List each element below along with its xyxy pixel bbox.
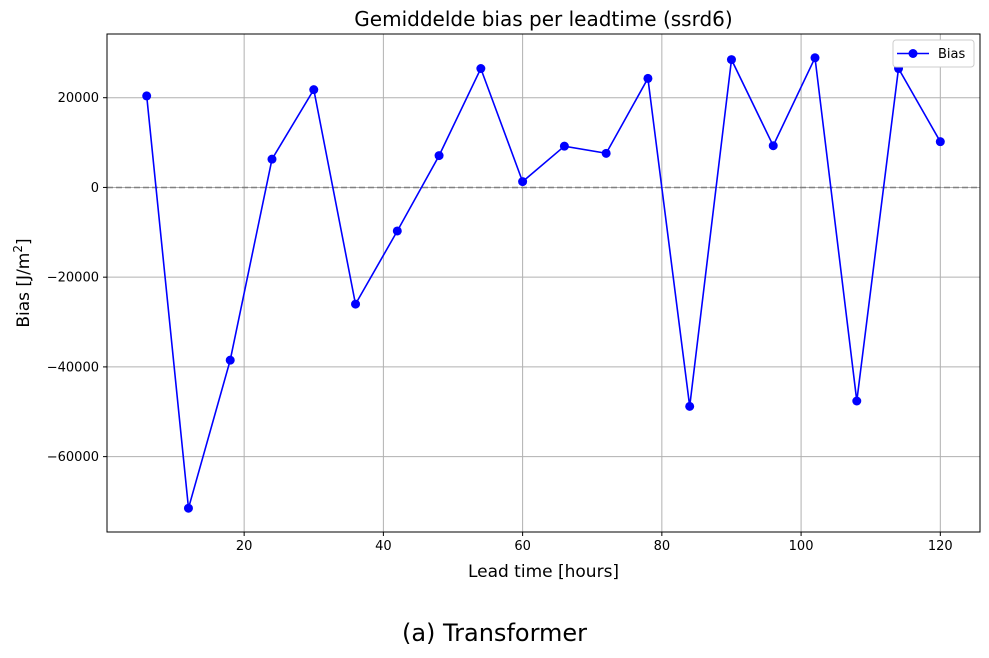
data-point — [351, 299, 361, 309]
data-point — [476, 64, 486, 74]
series-bias — [142, 53, 945, 513]
x-tick-label: 20 — [236, 539, 253, 554]
data-point — [685, 401, 695, 411]
x-grid — [243, 34, 941, 532]
data-point — [643, 73, 653, 83]
y-tick-labels: −60000 −40000 −20000 0 20000 — [47, 91, 107, 465]
legend-marker-icon — [908, 49, 918, 58]
y-tick-label: −20000 — [47, 271, 99, 286]
y-tick-label: −60000 — [47, 450, 99, 465]
x-tick-label: 100 — [789, 539, 814, 554]
data-point — [852, 396, 862, 406]
y-tick-label: 20000 — [58, 91, 99, 106]
data-point — [225, 355, 235, 365]
y-axis-label-close: ] — [14, 238, 34, 245]
data-point — [142, 91, 152, 101]
y-axis-label-main: Bias [J/m — [14, 253, 34, 328]
y-axis-label-superscript: 2 — [11, 245, 25, 253]
x-tick-label: 120 — [928, 539, 953, 554]
figure-caption: (a) Transformer — [401, 619, 588, 647]
data-point — [183, 503, 193, 513]
data-point — [768, 141, 778, 151]
data-point — [810, 53, 820, 63]
plot-frame — [106, 33, 981, 533]
x-tick-label: 80 — [654, 539, 671, 554]
data-point — [559, 141, 569, 151]
legend-label: Bias — [938, 47, 965, 62]
data-point — [601, 148, 611, 158]
y-grid — [107, 97, 980, 458]
legend: Bias — [892, 39, 975, 68]
chart-title: Gemiddelde bias per leadtime (ssrd6) — [354, 7, 732, 31]
x-tick-labels: 20 40 60 80 100 120 — [236, 532, 953, 554]
y-tick-label: −40000 — [47, 360, 99, 375]
legend-box — [892, 39, 975, 68]
data-point — [392, 226, 402, 236]
bias-line-chart: Gemiddelde bias per leadtime (ssrd6) 20 4… — [11, 7, 981, 582]
data-point — [726, 55, 736, 65]
x-axis-label: Lead time [hours] — [468, 562, 619, 582]
data-point — [267, 154, 277, 164]
series-line — [145, 54, 941, 509]
y-tick-label: 0 — [91, 181, 99, 196]
data-point — [434, 151, 444, 161]
y-axis-label: Bias [J/m2] — [11, 238, 34, 327]
x-tick-label: 60 — [514, 539, 531, 554]
x-tick-label: 40 — [375, 539, 392, 554]
data-point — [518, 177, 528, 187]
data-point — [935, 137, 945, 147]
data-point — [309, 85, 319, 95]
